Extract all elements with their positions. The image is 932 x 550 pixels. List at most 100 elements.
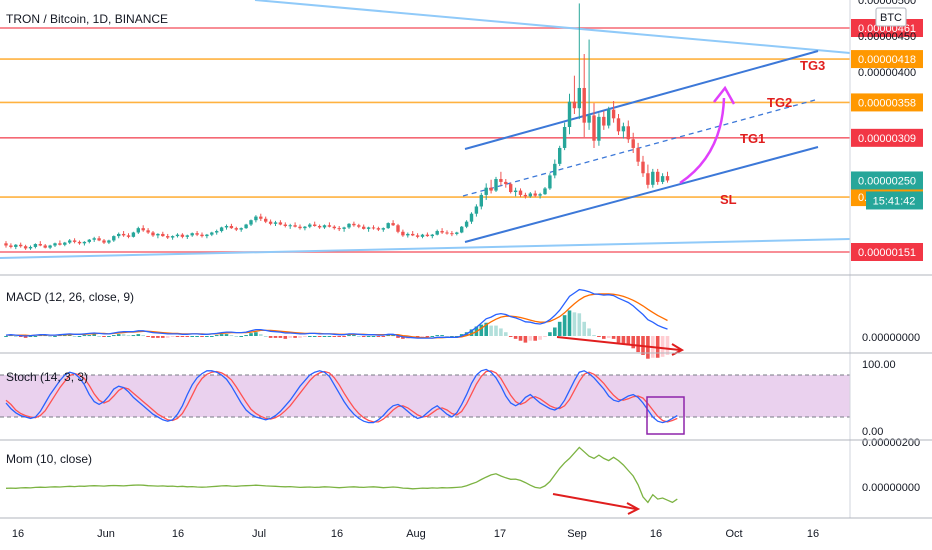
macd-histogram-bar: [288, 336, 292, 338]
candle-body: [175, 234, 180, 237]
candle-body: [244, 224, 248, 229]
sl-label: SL: [720, 192, 737, 207]
macd-histogram-bar: [396, 336, 400, 338]
macd-histogram-bar: [14, 336, 18, 337]
candle-body: [254, 216, 258, 221]
time-axis[interactable]: 16 Jun 16 Jul 16 Aug 17 Sep 16 Oct 16: [12, 528, 819, 540]
candle-body: [77, 241, 82, 244]
candle-body: [190, 233, 194, 236]
macd-histogram-bar: [322, 336, 327, 337]
macd-histogram-bar: [621, 336, 626, 345]
mom-divergence-arrow: [626, 502, 641, 515]
candle-body: [19, 244, 23, 247]
price-level-label: 0.00000358: [858, 97, 916, 109]
candle-body: [87, 239, 91, 242]
macd-histogram-bar: [616, 336, 621, 343]
macd-histogram-bar: [357, 336, 361, 337]
macd-histogram-bar: [597, 336, 601, 337]
macd-histogram-bar: [146, 336, 150, 337]
macd-histogram-bar: [303, 336, 307, 337]
macd-histogram-bar: [131, 335, 136, 337]
candle-body: [23, 246, 28, 249]
candle-body: [352, 223, 356, 226]
macd-histogram-bar: [23, 336, 28, 338]
candle-body: [224, 225, 229, 228]
candle-body: [317, 225, 322, 228]
price-tick-label: 0.00000400: [858, 67, 916, 79]
macd-histogram-bar: [494, 325, 498, 336]
macd-histogram-bar: [165, 336, 170, 338]
macd-histogram-bar: [136, 334, 141, 336]
macd-histogram-bar: [572, 312, 577, 336]
macd-histogram-bar: [376, 336, 381, 337]
macd-histogram-bar: [420, 336, 425, 337]
candle-body: [136, 228, 140, 233]
macd-histogram-bar: [126, 335, 131, 337]
macd-histogram-bar: [361, 336, 366, 337]
macd-histogram-bar: [391, 335, 395, 337]
price-tick-label: 0.00000500: [858, 0, 916, 7]
macd-histogram-bar: [273, 336, 278, 338]
candle-body: [4, 243, 8, 246]
candle-body: [562, 126, 567, 148]
candle-body: [239, 228, 243, 230]
candle-body: [621, 126, 626, 132]
macd-histogram-bar: [435, 335, 439, 337]
candle-body: [460, 226, 464, 233]
candle-body: [425, 234, 430, 237]
macd-histogram-bar: [499, 328, 503, 336]
candle-body: [53, 243, 57, 246]
macd-histogram-bar: [548, 332, 552, 336]
macd-histogram-bar: [185, 336, 190, 337]
candle-body: [102, 240, 106, 243]
candle-body: [523, 194, 528, 197]
candle-body: [33, 244, 38, 247]
macd-histogram-bar: [567, 310, 572, 336]
candle-body: [435, 231, 439, 235]
macd-histogram-bar: [170, 336, 175, 337]
macd-histogram-bar: [352, 335, 356, 337]
candle-body: [151, 232, 155, 236]
countdown-label: 15:41:42: [873, 195, 916, 207]
projection-arrow: [679, 97, 726, 185]
macd-histogram-bar: [82, 335, 87, 337]
currency-tag-text: BTC: [880, 12, 902, 24]
stoch-axis-bottom: 0.00: [862, 426, 883, 438]
price-level-badge: [851, 243, 923, 261]
macd-histogram-bar: [308, 336, 312, 337]
candle-body: [499, 179, 503, 182]
candle-body: [278, 222, 283, 225]
candle-body: [577, 87, 581, 109]
macd-histogram-bar: [660, 336, 665, 357]
candle-body: [455, 232, 459, 234]
candle-body: [430, 234, 434, 237]
macd-histogram-bar: [606, 336, 611, 338]
candle-body: [332, 226, 336, 229]
macd-histogram-bar: [626, 336, 631, 346]
candle-body: [543, 188, 547, 195]
mom-axis-mid: 0.00000000: [862, 482, 920, 494]
candle-body: [450, 233, 454, 235]
time-tick-label: 16: [650, 528, 662, 540]
candle-body: [215, 231, 219, 233]
candle-body: [553, 163, 557, 176]
candle-body: [185, 235, 189, 237]
candle-body: [92, 238, 96, 240]
currency-tag[interactable]: BTC: [875, 7, 907, 27]
candle-body: [161, 233, 165, 237]
macd-histogram-bar: [592, 335, 596, 337]
candle-body: [607, 109, 611, 126]
candle-body: [200, 234, 204, 237]
macd-histogram-bar: [195, 336, 199, 337]
macd-histogram-bar: [440, 335, 444, 337]
candle-body: [494, 179, 498, 191]
stoch-band: [0, 375, 850, 417]
macd-histogram-bar: [587, 328, 591, 336]
candle-body: [656, 171, 660, 182]
candle-body: [391, 223, 395, 226]
macd-histogram-bar: [533, 336, 537, 341]
candle-body: [268, 221, 273, 224]
candle-body: [327, 225, 332, 227]
candle-body: [572, 101, 577, 109]
